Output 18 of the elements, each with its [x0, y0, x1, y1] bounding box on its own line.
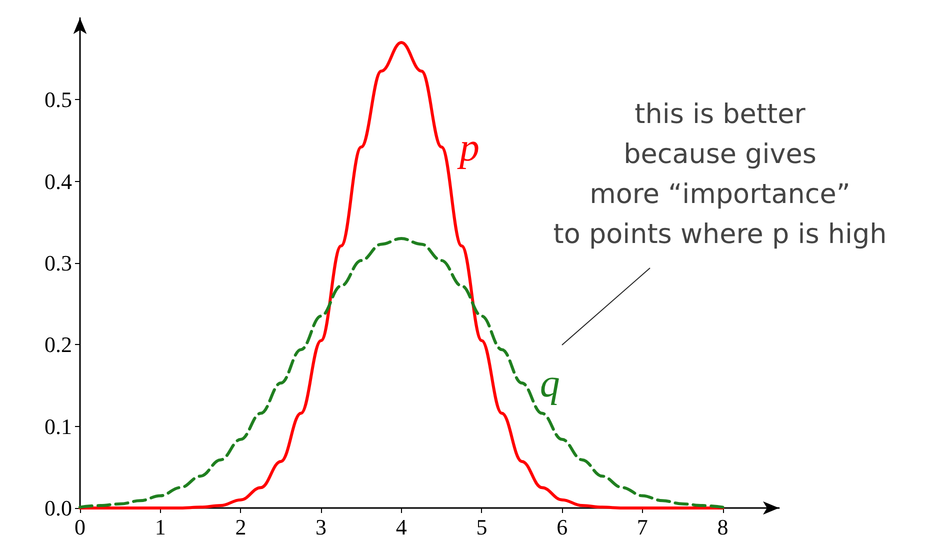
x-tick-label: 3	[316, 514, 327, 540]
x-tick-label: 4	[396, 514, 407, 540]
series-label: q	[540, 360, 560, 406]
x-tick-label: 2	[235, 514, 246, 540]
x-tick-label: 0	[74, 514, 86, 540]
x-tick-label: 6	[556, 514, 568, 540]
x-tick-label: 5	[476, 514, 488, 540]
annotation: this is better because gives more “importance” to points where p is high	[552, 98, 888, 252]
y-tick-label: 0.2	[44, 332, 72, 358]
series-label: p	[456, 124, 480, 170]
y-tick-label: 0.4	[44, 168, 72, 194]
x-tick-label: 7	[636, 514, 648, 540]
x-tick-label: 1	[154, 514, 166, 540]
y-tick-label: 0.3	[44, 250, 72, 276]
y-tick-label: 0.1	[44, 414, 72, 439]
y-tick-label: 0.5	[44, 87, 72, 112]
x-tick-label: 8	[717, 514, 728, 540]
y-tick-label: 0.0	[44, 496, 72, 520]
